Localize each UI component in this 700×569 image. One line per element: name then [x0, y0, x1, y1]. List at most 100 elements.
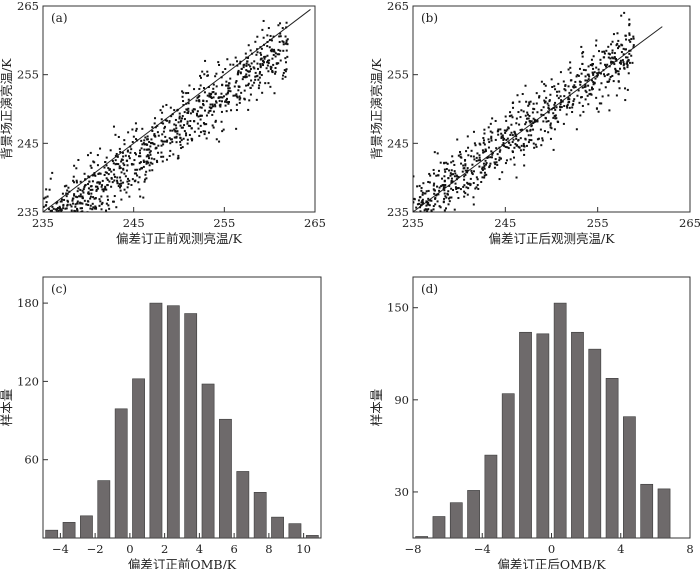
scatter-point — [141, 127, 144, 130]
scatter-point — [42, 241, 44, 243]
scatter-point — [108, 168, 111, 171]
scatter-point — [215, 100, 218, 103]
scatter-point — [133, 172, 136, 175]
scatter-point — [407, 193, 409, 195]
scatter-point — [90, 185, 93, 188]
scatter-point — [391, 232, 393, 234]
x-tick-label: 255 — [587, 216, 609, 230]
scatter-point — [615, 94, 618, 97]
scatter-point — [71, 197, 74, 200]
scatter-point — [476, 178, 479, 181]
scatter-point — [528, 120, 531, 123]
scatter-point — [148, 140, 151, 143]
scatter-point — [491, 117, 494, 120]
scatter-point — [630, 38, 633, 41]
scatter-point — [420, 186, 423, 189]
scatter-point — [66, 189, 69, 192]
scatter-point — [49, 238, 51, 240]
scatter-point — [189, 112, 192, 115]
scatter-point — [610, 60, 613, 63]
scatter-point — [192, 110, 195, 113]
scatter-point — [460, 162, 463, 165]
scatter-point — [382, 211, 384, 213]
scatter-point — [116, 176, 119, 179]
scatter-point — [62, 242, 64, 244]
scatter-point — [563, 95, 566, 98]
scatter-point — [118, 167, 121, 170]
scatter-point — [51, 171, 54, 174]
scatter-point — [72, 179, 75, 182]
scatter-point — [186, 122, 189, 125]
scatter-point — [192, 108, 195, 111]
scatter-point — [576, 94, 579, 97]
scatter-point — [544, 116, 547, 119]
scatter-point — [49, 209, 52, 212]
scatter-point — [473, 142, 476, 145]
scatter-point — [204, 130, 207, 133]
scatter-point — [457, 186, 460, 189]
scatter-point — [510, 114, 513, 117]
bar — [305, 535, 319, 539]
scatter-point — [400, 235, 402, 237]
y-axis-label: 背景场正演亮温/K — [369, 58, 384, 160]
scatter-point — [450, 179, 453, 182]
scatter-point — [604, 86, 607, 89]
scatter-point — [268, 46, 271, 49]
scatter-point — [466, 193, 469, 196]
bar — [80, 515, 93, 539]
scatter-point — [385, 242, 387, 244]
scatter-point — [470, 169, 473, 172]
scatter-point — [239, 60, 242, 63]
scatter-point — [553, 103, 556, 106]
scatter-point — [202, 104, 205, 107]
scatter-point — [262, 19, 265, 22]
scatter-point — [619, 59, 622, 62]
scatter-point — [221, 84, 224, 87]
scatter-point — [432, 217, 434, 219]
scatter-point — [172, 153, 175, 156]
scatter-point — [82, 188, 85, 191]
scatter-point — [173, 128, 176, 131]
scatter-point — [238, 98, 241, 101]
scatter-point — [255, 53, 258, 56]
scatter-point — [199, 76, 202, 79]
scatter-point — [162, 105, 165, 108]
scatter-point — [402, 180, 404, 182]
scatter-point — [152, 142, 155, 145]
scatter-point — [536, 138, 539, 141]
scatter-point — [472, 196, 475, 199]
y-tick-label: 245 — [17, 136, 39, 150]
scatter-point — [239, 71, 242, 74]
scatter-point — [226, 92, 229, 95]
scatter-point — [384, 230, 386, 232]
scatter-point — [532, 128, 535, 131]
scatter-point — [65, 226, 67, 228]
scatter-point — [225, 110, 228, 113]
scatter-point — [154, 135, 157, 138]
scatter-point — [67, 215, 69, 217]
scatter-point — [156, 124, 159, 127]
scatter-point — [99, 200, 102, 203]
scatter-point — [144, 178, 147, 181]
scatter-point — [553, 128, 556, 131]
scatter-point — [439, 161, 442, 164]
scatter-point — [491, 151, 494, 154]
scatter-point — [459, 150, 462, 153]
scatter-point — [386, 253, 388, 255]
scatter-point — [474, 144, 477, 147]
scatter-point — [557, 121, 560, 124]
scatter-point — [178, 115, 181, 118]
scatter-point — [88, 180, 91, 183]
scatter-point — [74, 195, 77, 198]
scatter-point — [554, 117, 557, 120]
scatter-point — [198, 87, 201, 90]
scatter-point — [490, 137, 493, 140]
x-tick-label: 235 — [32, 216, 54, 230]
scatter-point — [515, 137, 518, 140]
scatter-point — [76, 227, 78, 229]
scatter-point — [203, 109, 206, 112]
scatter-point — [508, 141, 511, 144]
scatter-point — [76, 200, 79, 203]
scatter-point — [43, 205, 45, 208]
scatter-point — [623, 67, 626, 70]
